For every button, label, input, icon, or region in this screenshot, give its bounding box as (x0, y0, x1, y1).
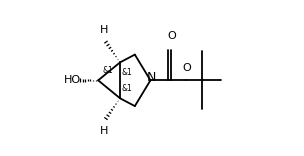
Text: O: O (167, 31, 176, 41)
Text: H: H (99, 126, 108, 136)
Text: O: O (182, 63, 191, 73)
Text: &1: &1 (121, 68, 132, 77)
Text: &1: &1 (121, 84, 132, 93)
Text: HO: HO (64, 75, 81, 85)
Text: &1: &1 (102, 66, 113, 75)
Text: N: N (147, 71, 156, 84)
Text: H: H (99, 25, 108, 35)
